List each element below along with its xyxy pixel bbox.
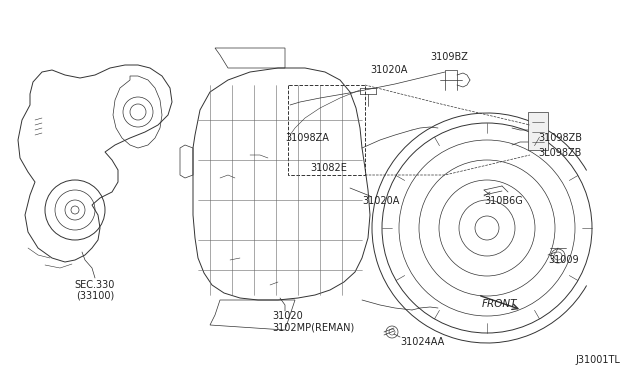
Text: 31020: 31020: [272, 311, 303, 321]
Text: 31009: 31009: [548, 255, 579, 265]
Text: 3109BZ: 3109BZ: [430, 52, 468, 62]
Text: 3L098ZB: 3L098ZB: [538, 148, 581, 158]
Text: J31001TL: J31001TL: [575, 355, 620, 365]
Polygon shape: [528, 112, 548, 150]
Text: 31020A: 31020A: [370, 65, 408, 75]
Text: (33100): (33100): [76, 291, 114, 301]
Text: 31098ZB: 31098ZB: [538, 133, 582, 143]
Text: 31024AA: 31024AA: [400, 337, 444, 347]
Text: 31020A: 31020A: [362, 196, 399, 206]
Text: SEC.330: SEC.330: [75, 280, 115, 290]
Text: FRONT: FRONT: [482, 299, 518, 309]
Circle shape: [71, 206, 79, 214]
Text: 31082E: 31082E: [310, 163, 347, 173]
Text: 31098ZA: 31098ZA: [285, 133, 329, 143]
Text: 310B6G: 310B6G: [484, 196, 523, 206]
Text: 3102MP(REMAN): 3102MP(REMAN): [272, 322, 355, 332]
